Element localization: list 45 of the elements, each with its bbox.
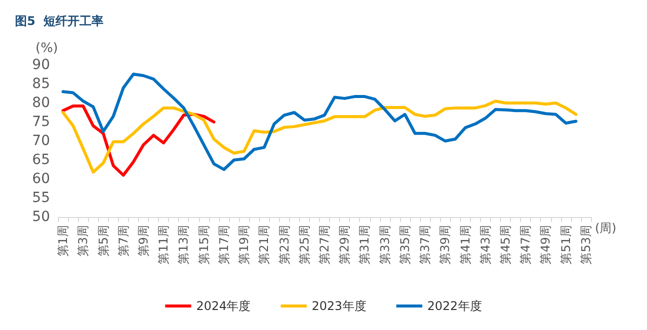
y-tick-label: 60 <box>32 171 50 187</box>
x-tick-label: 第29周 <box>338 225 352 264</box>
x-tick-label: 第41周 <box>458 225 472 264</box>
x-tick-label: 第33周 <box>378 225 392 264</box>
x-tick-label: 第53周 <box>578 225 593 264</box>
y-tick-label: 90 <box>32 57 50 73</box>
y-axis-title: (%) <box>36 41 58 56</box>
line-series <box>62 104 216 177</box>
legend-label: 2024年度 <box>196 299 251 313</box>
x-tick-label: 第37周 <box>418 225 432 264</box>
x-tick-label: 第19周 <box>237 225 252 264</box>
y-tick-label: 70 <box>32 133 50 149</box>
x-tick-label: 第11周 <box>156 225 171 264</box>
x-tick-label: 第27周 <box>318 225 332 264</box>
y-tick-label: 80 <box>32 95 50 111</box>
x-tick-label: 第49周 <box>538 225 553 264</box>
x-tick-label: 第43周 <box>478 225 492 264</box>
x-tick-label: 第3周 <box>76 225 90 257</box>
y-tick-label: 85 <box>32 76 50 92</box>
legend-label: 2022年度 <box>427 299 482 313</box>
y-tick-label: 75 <box>32 114 50 130</box>
x-tick-label: 第45周 <box>498 225 513 264</box>
line-series <box>62 72 578 171</box>
x-tick-label: 第5周 <box>96 225 110 257</box>
x-tick-label: 第31周 <box>358 225 372 264</box>
y-tick-label: 65 <box>32 152 50 168</box>
legend-label: 2023年度 <box>312 299 366 313</box>
x-axis-title: (周) <box>595 221 616 235</box>
x-tick-label: 第7周 <box>116 225 130 257</box>
x-tick-label: 第35周 <box>398 225 412 264</box>
x-tick-label: 第47周 <box>518 225 533 264</box>
x-tick-label: 第39周 <box>438 225 452 264</box>
x-tick-label: 第21周 <box>257 225 272 264</box>
x-tick-label: 第51周 <box>558 225 573 264</box>
x-tick-label: 第25周 <box>297 225 312 264</box>
x-tick-label: 第13周 <box>176 225 191 264</box>
y-tick-label: 50 <box>32 209 50 225</box>
x-tick-label: 第17周 <box>216 225 231 264</box>
y-tick-label: 55 <box>32 190 50 206</box>
x-tick-label: 第1周 <box>56 225 70 257</box>
x-tick-label: 第9周 <box>136 225 150 257</box>
chart-title: 图5 短纤开工率 <box>15 14 104 28</box>
line-series <box>62 100 578 174</box>
x-tick-label: 第15周 <box>196 225 211 264</box>
x-tick-label: 第23周 <box>277 225 292 264</box>
